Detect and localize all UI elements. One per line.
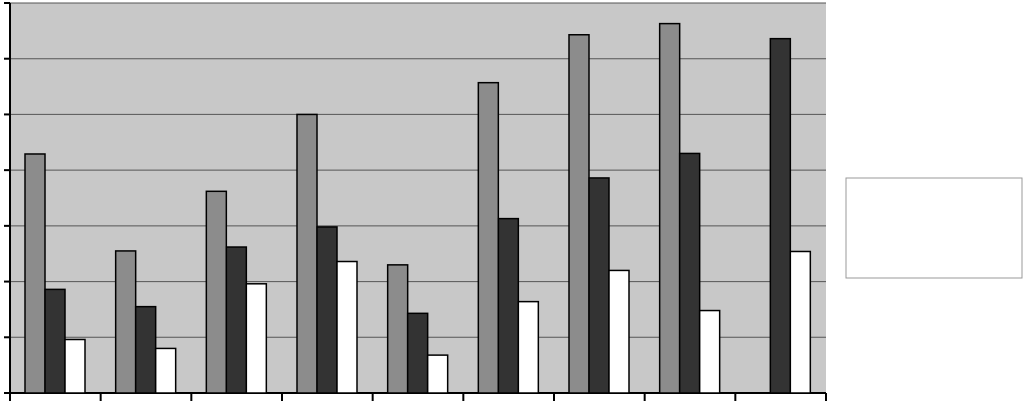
bar (568, 34, 590, 394)
bar (316, 226, 338, 394)
bar (497, 217, 520, 394)
bar (24, 153, 46, 394)
bar (608, 269, 630, 394)
bar (205, 190, 228, 394)
bar (296, 113, 318, 394)
bar (114, 250, 137, 394)
bar (517, 300, 540, 394)
bar (769, 37, 792, 394)
bar (44, 288, 66, 394)
bar (386, 264, 409, 394)
bar (64, 338, 86, 394)
bar (477, 81, 500, 394)
bar (406, 312, 429, 394)
bar (245, 283, 268, 394)
bar (789, 250, 812, 394)
bar (588, 177, 610, 394)
bar (225, 246, 248, 394)
bar (698, 309, 721, 394)
bar (678, 152, 701, 394)
bar (426, 354, 449, 394)
bar (658, 22, 681, 394)
bar (154, 347, 177, 394)
bar (336, 260, 358, 394)
bar (134, 305, 157, 394)
legend-box (845, 177, 1023, 279)
